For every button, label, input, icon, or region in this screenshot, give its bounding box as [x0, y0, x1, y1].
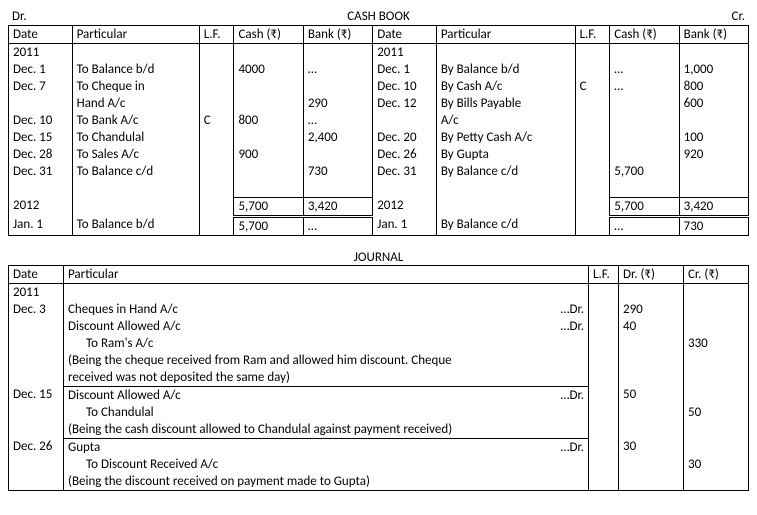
table-row: received was not deposited the same day) [9, 369, 749, 387]
dr-tag: …Dr. [561, 302, 584, 317]
journal-table: Date Particular L.F. Dr. (₹) Cr. (₹) 201… [8, 265, 749, 491]
table-row: Dec. 26 Gupta…Dr. 30 [9, 438, 749, 456]
col-bank-l: Bank (₹) [303, 26, 372, 44]
jcol-lf: L.F. [589, 265, 619, 283]
je1-l1: Cheques in Hand A/c [68, 302, 178, 317]
journal-col-headers: Date Particular L.F. Dr. (₹) Cr. (₹) [9, 265, 749, 283]
je3-l1: Gupta [68, 440, 100, 455]
cashbook-header: Dr. CASH BOOK Cr. [8, 8, 749, 25]
col-part-l: Particular [72, 26, 199, 44]
total-bank-r: 3,420 [679, 197, 748, 216]
dr-tag: …Dr. [561, 388, 584, 403]
cr-label: Cr. [719, 8, 749, 25]
table-row: Dec. 3 Cheques in Hand A/c…Dr. 290 [9, 301, 749, 318]
col-lf-l: L.F. [199, 26, 234, 44]
table-row: Jan. 1 To Balance b/d 5,700 … Jan. 1 By … [9, 216, 749, 235]
table-row: 2011 2011 [9, 44, 749, 62]
table-row: To Chandulal 50 [9, 404, 749, 421]
jcol-part: Particular [64, 265, 589, 283]
total-bank-l: 3,420 [303, 197, 372, 216]
table-row: Dec. 15 Discount Allowed A/c…Dr. 50 [9, 386, 749, 404]
table-row: Dec. 28 To Sales A/c 900 Dec. 26 By Gupt… [9, 146, 749, 163]
je2-l2: To Chandulal [68, 405, 154, 420]
col-bank-r: Bank (₹) [679, 26, 748, 44]
table-row: (Being the discount received on payment … [9, 473, 749, 491]
table-row: Dec. 15 To Chandulal 2,400 Dec. 20 By Pe… [9, 129, 749, 146]
table-row: Dec. 31 To Balance c/d 730 Dec. 31 By Ba… [9, 163, 749, 180]
je3-l2: To Discount Received A/c [68, 457, 218, 472]
je1-l3: To Ram's A/c [68, 336, 153, 351]
col-date-l: Date [9, 26, 73, 44]
jyear: 2011 [9, 283, 64, 301]
je2-l1: Discount Allowed A/c [68, 388, 181, 403]
je1-narr1: (Being the cheque received from Ram and … [64, 352, 589, 369]
table-row: To Ram's A/c 330 [9, 335, 749, 352]
table-row: Dec. 10 To Bank A/c C 800 … A/c [9, 112, 749, 129]
dr-label: Dr. [8, 8, 38, 25]
table-row: Hand A/c 290 Dec. 12 By Bills Payable 60… [9, 95, 749, 112]
dr-tag: …Dr. [561, 319, 584, 334]
journal-title: JOURNAL [8, 250, 749, 265]
je2-narr: (Being the cash discount allowed to Chan… [64, 421, 589, 439]
table-row: 2011 [9, 283, 749, 301]
col-part-r: Particular [436, 26, 575, 44]
col-lf-r: L.F. [575, 26, 610, 44]
total-cash-l: 5,700 [234, 197, 303, 216]
jcol-date: Date [9, 265, 64, 283]
jcol-dr: Dr. (₹) [619, 265, 684, 283]
je1-narr2: received was not deposited the same day) [64, 369, 589, 387]
year2-l: 2012 [9, 197, 73, 216]
col-cash-l: Cash (₹) [234, 26, 303, 44]
col-date-r: Date [373, 26, 437, 44]
year-l: 2011 [9, 44, 73, 62]
year2-r: 2012 [373, 197, 437, 216]
table-row: (Being the cheque received from Ram and … [9, 352, 749, 369]
totals-row: 2012 5,700 3,420 2012 5,700 3,420 [9, 197, 749, 216]
col-cash-r: Cash (₹) [610, 26, 679, 44]
year-r: 2011 [373, 44, 437, 62]
dr-tag: …Dr. [561, 440, 584, 455]
table-row: Dec. 1 To Balance b/d 4000 … Dec. 1 By B… [9, 61, 749, 78]
cashbook-table: Date Particular L.F. Cash (₹) Bank (₹) D… [8, 25, 749, 236]
je1-l2: Discount Allowed A/c [68, 319, 181, 334]
table-row: (Being the cash discount allowed to Chan… [9, 421, 749, 439]
table-row: To Discount Received A/c 30 [9, 456, 749, 473]
cashbook-title: CASH BOOK [38, 8, 719, 25]
table-row: Dec. 7 To Cheque in Dec. 10 By Cash A/c … [9, 78, 749, 95]
total-cash-r: 5,700 [610, 197, 679, 216]
table-row [9, 180, 749, 197]
jcol-cr: Cr. (₹) [684, 265, 749, 283]
je3-narr: (Being the discount received on payment … [64, 473, 589, 491]
table-row: Discount Allowed A/c…Dr. 40 [9, 318, 749, 335]
cashbook-col-headers: Date Particular L.F. Cash (₹) Bank (₹) D… [9, 26, 749, 44]
